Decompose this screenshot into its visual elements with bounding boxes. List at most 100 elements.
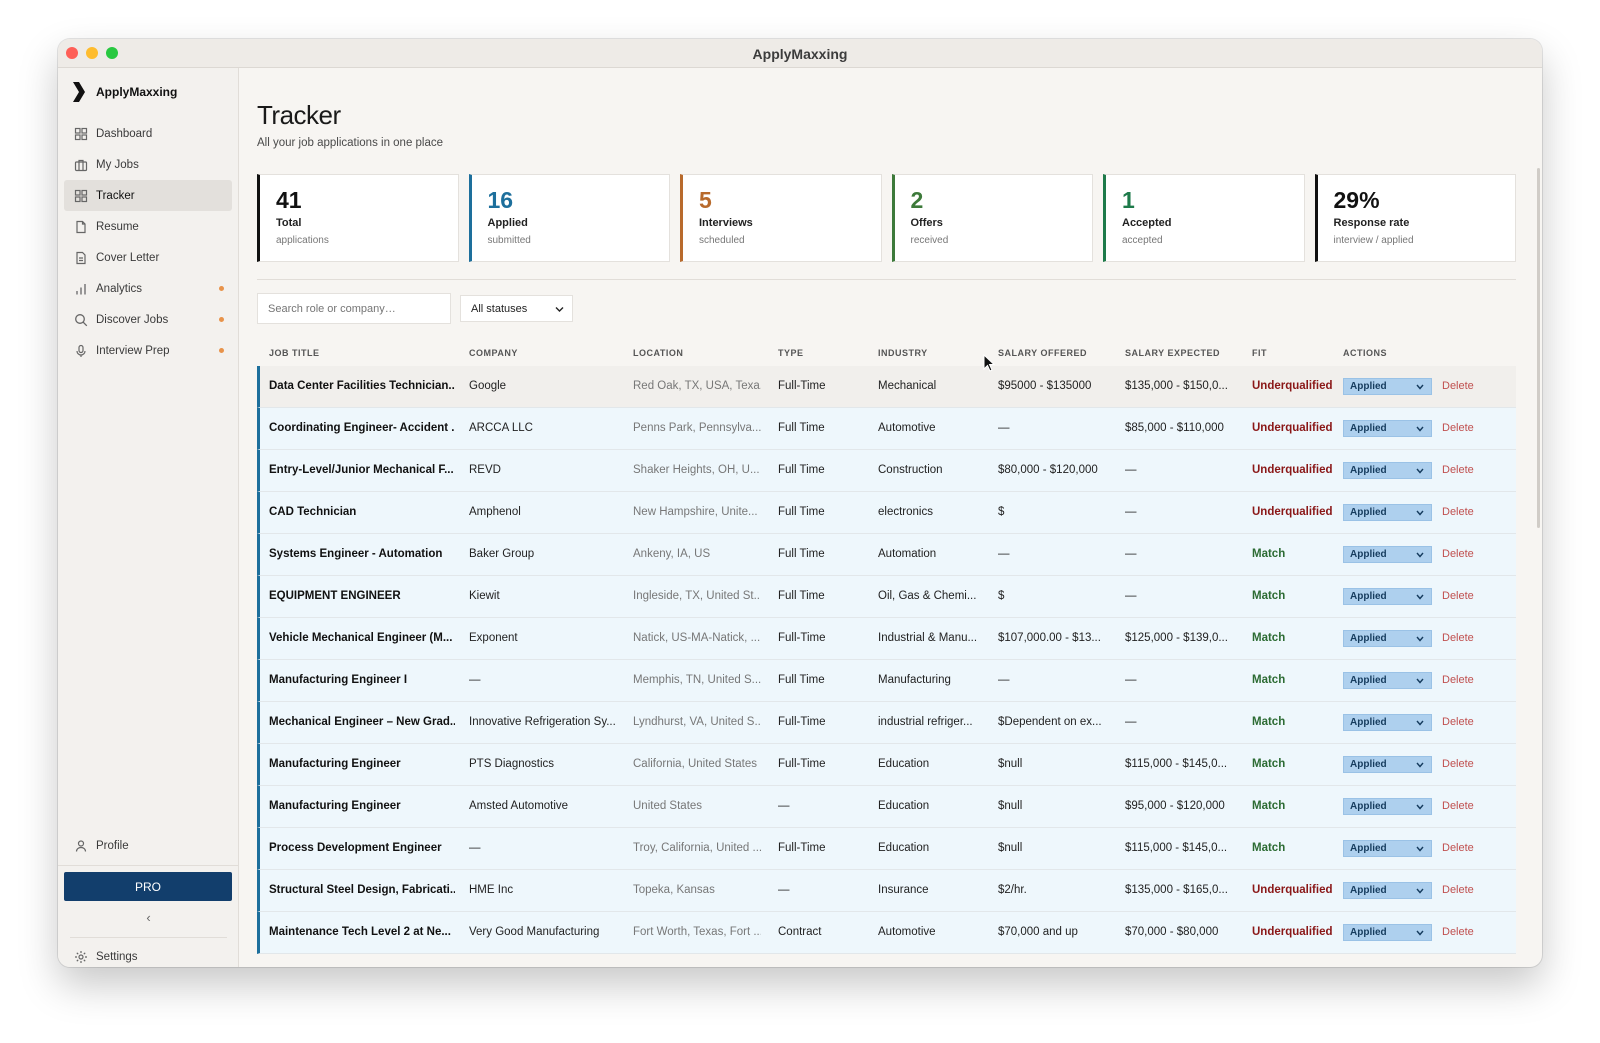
salary-offered-cell: $70,000 and up [998,926,1078,938]
table-row[interactable]: Coordinating Engineer- Accident ... ARCCA… [257,408,1516,450]
status-value: Applied [1350,759,1387,770]
status-value: Applied [1350,885,1387,896]
column-header[interactable]: COMPANY [469,348,518,358]
job-title-cell[interactable]: CAD Technician [269,506,357,518]
delete-button[interactable]: Delete [1442,842,1474,854]
status-dropdown[interactable]: Applied [1343,924,1432,941]
delete-button[interactable]: Delete [1442,674,1474,686]
status-dropdown[interactable]: Applied [1343,546,1432,563]
status-dropdown[interactable]: Applied [1343,588,1432,605]
grid-icon [74,189,88,202]
industry-cell: Industrial & Manu... [878,632,978,644]
status-dropdown[interactable]: Applied [1343,420,1432,437]
minimize-window-button[interactable] [86,47,98,59]
salary-offered-cell: — [998,674,1010,686]
table-row[interactable]: Vehicle Mechanical Engineer (M... Exponen… [257,618,1516,660]
table-row[interactable]: Structural Steel Design, Fabricati... HME… [257,870,1516,912]
location-cell: New Hampshire, Unite... [633,506,758,518]
fit-badge: Match [1252,842,1286,854]
close-window-button[interactable] [66,47,78,59]
column-header[interactable]: INDUSTRY [878,348,928,358]
industry-cell: Oil, Gas & Chemi... [878,590,977,602]
sidebar-item-resume[interactable]: Resume [64,211,232,242]
job-title-cell[interactable]: Mechanical Engineer – New Grad... [269,716,455,728]
table-row[interactable]: Manufacturing Engineer I — Memphis, TN, Un… [257,660,1516,702]
delete-button[interactable]: Delete [1442,380,1474,392]
sidebar-item-discover-jobs[interactable]: Discover Jobs [64,304,232,335]
zoom-window-button[interactable] [106,47,118,59]
table-row[interactable]: CAD Technician Amphenol New Hampshire, Uni… [257,492,1516,534]
delete-button[interactable]: Delete [1442,548,1474,560]
status-filter-select[interactable]: All statuses [460,295,573,322]
job-title-cell[interactable]: Data Center Facilities Technician... [269,380,455,392]
pro-button[interactable]: PRO [64,872,232,901]
sidebar-item-profile[interactable]: Profile [64,830,232,861]
scrollbar[interactable] [1537,168,1540,528]
table-row[interactable]: Entry-Level/Junior Mechanical F... REVD Sh… [257,450,1516,492]
job-title-cell[interactable]: Entry-Level/Junior Mechanical F... [269,464,454,476]
delete-button[interactable]: Delete [1442,590,1474,602]
column-header[interactable]: SALARY EXPECTED [1125,348,1221,358]
job-title-cell[interactable]: Manufacturing Engineer I [269,674,408,686]
table-row[interactable]: Maintenance Tech Level 2 at Ne... Very Go… [257,912,1516,954]
stat-sublabel: scheduled [699,235,745,246]
column-header[interactable]: SALARY OFFERED [998,348,1088,358]
delete-button[interactable]: Delete [1442,758,1474,770]
sidebar-item-settings[interactable]: Settings [64,941,232,967]
delete-button[interactable]: Delete [1442,800,1474,812]
fit-badge: Match [1252,674,1286,686]
delete-button[interactable]: Delete [1442,464,1474,476]
status-dropdown[interactable]: Applied [1343,672,1432,689]
status-dropdown[interactable]: Applied [1343,756,1432,773]
job-title-cell[interactable]: Manufacturing Engineer [269,758,401,770]
sidebar-item-my-jobs[interactable]: My Jobs [64,149,232,180]
job-title-cell[interactable]: Maintenance Tech Level 2 at Ne... [269,926,451,938]
table-row[interactable]: Mechanical Engineer – New Grad... Innovat… [257,702,1516,744]
status-value: Applied [1350,549,1387,560]
delete-button[interactable]: Delete [1442,716,1474,728]
stat-value: 1 [1122,187,1135,213]
notification-dot [219,317,224,322]
sidebar-item-analytics[interactable]: Analytics [64,273,232,304]
job-title-cell[interactable]: Systems Engineer - Automation [269,548,443,560]
job-title-cell[interactable]: Structural Steel Design, Fabricati... [269,884,455,896]
delete-button[interactable]: Delete [1442,926,1474,938]
delete-button[interactable]: Delete [1442,884,1474,896]
delete-button[interactable]: Delete [1442,632,1474,644]
column-header[interactable]: FIT [1252,348,1267,358]
job-title-cell[interactable]: EQUIPMENT ENGINEER [269,590,401,602]
table-row[interactable]: Data Center Facilities Technician... Goog… [257,366,1516,408]
sidebar-item-interview-prep[interactable]: Interview Prep [64,335,232,366]
table-row[interactable]: EQUIPMENT ENGINEER Kiewit Ingleside, TX, U… [257,576,1516,618]
column-header[interactable]: TYPE [778,348,804,358]
collapse-sidebar-button[interactable]: ‹ [146,910,151,925]
job-title-cell[interactable]: Process Development Engineer [269,842,442,854]
location-cell: Lyndhurst, VA, United S... [633,716,761,728]
job-title-cell[interactable]: Coordinating Engineer- Accident ... [269,422,455,434]
table-row[interactable]: Systems Engineer - Automation Baker Group… [257,534,1516,576]
chevron-down-icon [1416,930,1424,936]
status-dropdown[interactable]: Applied [1343,882,1432,899]
table-row[interactable]: Manufacturing Engineer Amsted Automotive U… [257,786,1516,828]
status-dropdown[interactable]: Applied [1343,378,1432,395]
sidebar-item-tracker[interactable]: Tracker [64,180,232,211]
sidebar-item-dashboard[interactable]: Dashboard [64,118,232,149]
delete-button[interactable]: Delete [1442,506,1474,518]
search-input[interactable] [257,293,451,324]
status-dropdown[interactable]: Applied [1343,714,1432,731]
status-dropdown[interactable]: Applied [1343,798,1432,815]
status-dropdown[interactable]: Applied [1343,630,1432,647]
status-dropdown[interactable]: Applied [1343,840,1432,857]
table-row[interactable]: Manufacturing Engineer PTS Diagnostics Cal… [257,744,1516,786]
job-title-cell[interactable]: Manufacturing Engineer [269,800,401,812]
job-title-cell[interactable]: Vehicle Mechanical Engineer (M... [269,632,453,644]
brand[interactable]: ApplyMaxxing [72,82,177,102]
fit-badge: Underqualified [1252,506,1333,518]
column-header[interactable]: LOCATION [633,348,684,358]
column-header[interactable]: JOB TITLE [269,348,320,358]
status-dropdown[interactable]: Applied [1343,462,1432,479]
status-dropdown[interactable]: Applied [1343,504,1432,521]
delete-button[interactable]: Delete [1442,422,1474,434]
sidebar-item-cover-letter[interactable]: Cover Letter [64,242,232,273]
table-row[interactable]: Process Development Engineer — Troy, Calif… [257,828,1516,870]
